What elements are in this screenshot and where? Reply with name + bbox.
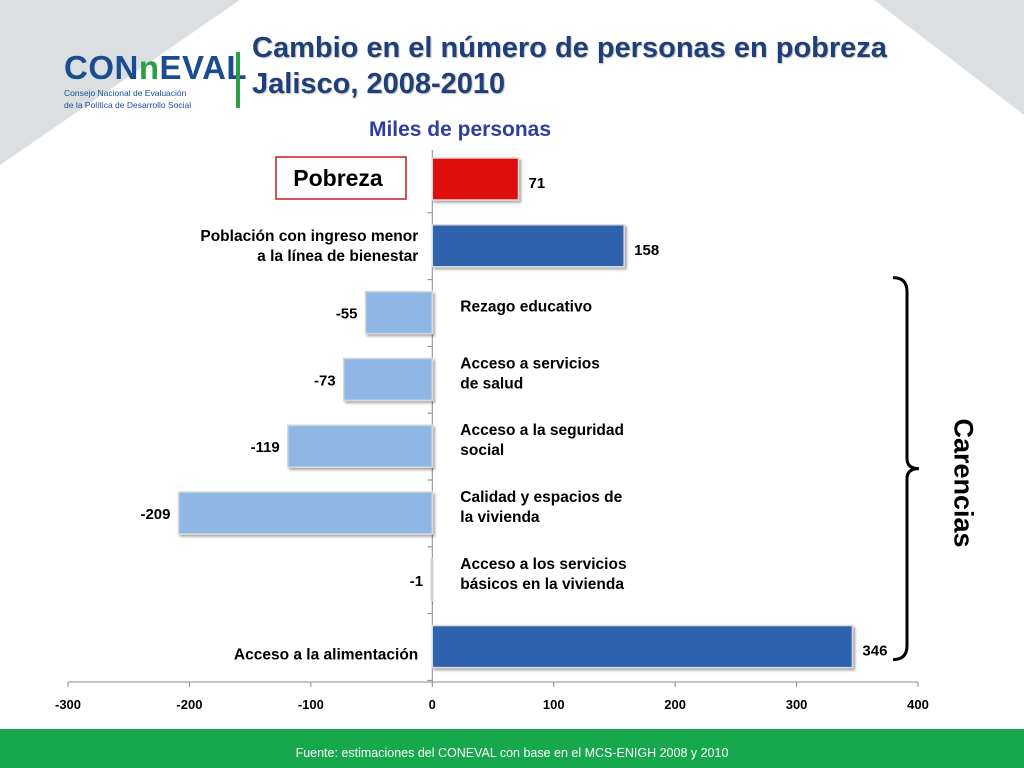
category-label: la vivienda [460, 509, 540, 526]
title-line-1: Cambio en el número de personas en pobre… [252, 32, 887, 64]
data-label: 346 [862, 643, 887, 660]
category-label: básicos en la vivienda [460, 576, 624, 593]
coneval-logo: CONnEVAL Consejo Nacional de Evaluación … [64, 49, 248, 112]
category-label: Pobreza [293, 165, 383, 191]
category-label: a la línea de bienestar [257, 248, 418, 265]
category-label: social [460, 442, 504, 459]
pobreza-box [275, 156, 407, 200]
title-line-2: Jalisco, 2008-2010 [252, 68, 506, 100]
bar [287, 424, 434, 468]
data-label: -73 [314, 372, 336, 389]
page-title: Cambio en el número de personas en pobre… [252, 30, 1012, 102]
logo-subtitle-line-2: de la Política de Desarrollo Social [64, 100, 192, 110]
bar [342, 357, 434, 402]
category-label: Acceso a servicios [460, 355, 600, 372]
category-label: Acceso a la seguridad [460, 422, 624, 439]
title-divider [236, 52, 240, 108]
carencias-label: Carencias [948, 418, 979, 548]
logo-subtitle-line-1: Consejo Nacional de Evaluación [64, 88, 187, 98]
carencias-bracket [892, 276, 920, 662]
x-tick-label: 200 [664, 697, 686, 712]
x-tick-label: 300 [786, 697, 808, 712]
category-label: Rezago educativo [460, 299, 592, 316]
footer-bar [0, 729, 1024, 768]
bar [431, 624, 854, 669]
category-label: Acceso a los servicios [460, 556, 626, 573]
logo-wordmark: CONnEVAL [64, 49, 248, 86]
data-label: -1 [410, 573, 423, 590]
bar [431, 157, 520, 201]
data-label: -55 [336, 306, 358, 323]
x-tick-label: 0 [429, 697, 436, 712]
x-tick-label: -200 [176, 697, 202, 712]
bar [430, 558, 434, 602]
x-tick-label: 100 [543, 697, 565, 712]
category-label: Calidad y espacios de [460, 489, 622, 506]
logo-n-accent-icon: n [138, 49, 160, 86]
category-label: de salud [460, 375, 523, 392]
bar [431, 224, 625, 268]
x-tick-label: -100 [298, 697, 324, 712]
data-label: -119 [251, 439, 280, 456]
bar [364, 290, 434, 335]
x-tick-label: 400 [907, 697, 929, 712]
data-label: 158 [634, 242, 659, 259]
data-label: -209 [140, 506, 170, 523]
data-label: 71 [529, 175, 546, 192]
x-tick-label: -300 [55, 697, 81, 712]
footer-source: Fuente: estimaciones del CONEVAL con bas… [295, 746, 729, 760]
bar [177, 491, 434, 535]
chart-subtitle: Miles de personas [368, 118, 552, 141]
category-label: Población con ingreso menor [200, 228, 418, 245]
category-label: Acceso a la alimentación [234, 647, 418, 664]
